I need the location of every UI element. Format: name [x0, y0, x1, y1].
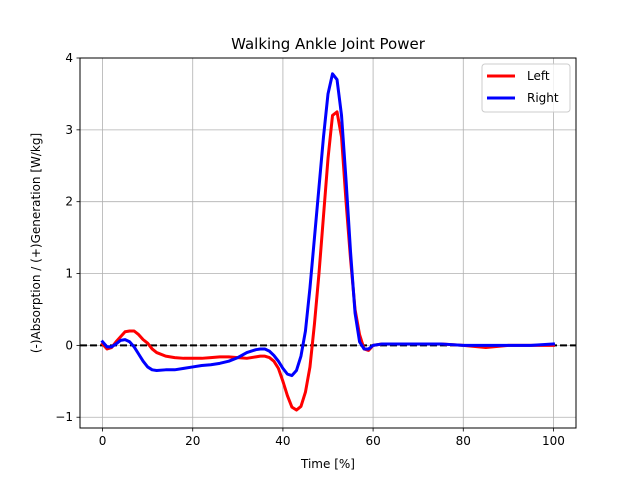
series-lines — [100, 72, 556, 412]
series-line-right — [100, 72, 556, 378]
legend-label-right: Right — [527, 91, 559, 105]
x-tick-label: 100 — [542, 434, 565, 448]
series-line-left — [100, 110, 555, 412]
plot-frame — [79, 57, 577, 429]
y-axis-label: (-)Absorption / (+)Generation [W/kg] — [29, 133, 43, 353]
x-tick-label: 80 — [456, 434, 471, 448]
y-tick-label: 2 — [65, 195, 73, 209]
legend-entries: Left Right — [487, 69, 559, 105]
y-tick-label: 3 — [65, 123, 73, 137]
y-tick-label: 1 — [65, 267, 73, 281]
plot-area — [100, 72, 556, 412]
legend-label-left: Left — [527, 69, 550, 83]
axis-ticks: 0 20 40 60 80 100 −1 0 1 2 3 4 — [55, 51, 565, 448]
x-tick-label: 60 — [365, 434, 380, 448]
x-tick-label: 20 — [185, 434, 200, 448]
legend: Left Right — [481, 63, 571, 113]
y-tick-label: 0 — [65, 338, 73, 352]
y-tick-label: 4 — [65, 51, 73, 65]
x-tick-label: 0 — [99, 434, 107, 448]
x-axis-label: Time [%] — [300, 457, 355, 471]
grid — [80, 57, 576, 428]
y-tick-label: −1 — [55, 410, 73, 424]
chart-title: Walking Ankle Joint Power — [231, 35, 426, 53]
x-tick-label: 40 — [275, 434, 290, 448]
